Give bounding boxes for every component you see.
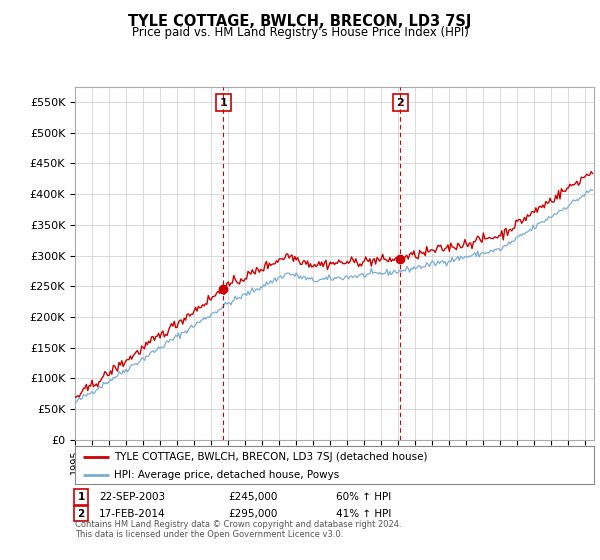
Text: 1: 1: [220, 97, 227, 108]
Text: Price paid vs. HM Land Registry's House Price Index (HPI): Price paid vs. HM Land Registry's House …: [131, 26, 469, 39]
Text: 2: 2: [77, 508, 85, 519]
Text: This data is licensed under the Open Government Licence v3.0.: This data is licensed under the Open Gov…: [75, 530, 343, 539]
Text: HPI: Average price, detached house, Powys: HPI: Average price, detached house, Powy…: [114, 470, 339, 480]
Text: TYLE COTTAGE, BWLCH, BRECON, LD3 7SJ: TYLE COTTAGE, BWLCH, BRECON, LD3 7SJ: [128, 14, 472, 29]
Text: Contains HM Land Registry data © Crown copyright and database right 2024.: Contains HM Land Registry data © Crown c…: [75, 520, 401, 529]
Text: £295,000: £295,000: [228, 508, 277, 519]
Text: 60% ↑ HPI: 60% ↑ HPI: [336, 492, 391, 502]
Text: 2: 2: [397, 97, 404, 108]
Text: TYLE COTTAGE, BWLCH, BRECON, LD3 7SJ (detached house): TYLE COTTAGE, BWLCH, BRECON, LD3 7SJ (de…: [114, 452, 427, 462]
Text: 1: 1: [77, 492, 85, 502]
Text: £245,000: £245,000: [228, 492, 277, 502]
Text: 17-FEB-2014: 17-FEB-2014: [99, 508, 166, 519]
Text: 41% ↑ HPI: 41% ↑ HPI: [336, 508, 391, 519]
Text: 22-SEP-2003: 22-SEP-2003: [99, 492, 165, 502]
